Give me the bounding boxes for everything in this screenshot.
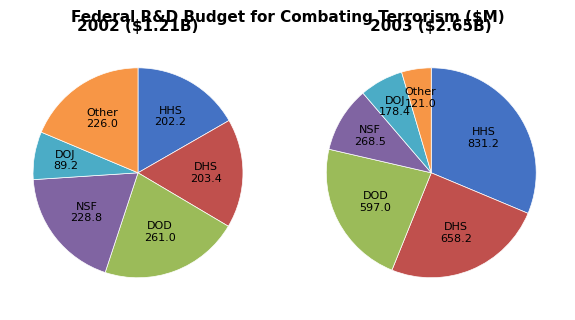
Text: Other
226.0: Other 226.0 bbox=[86, 108, 118, 129]
Wedge shape bbox=[326, 149, 431, 270]
Text: NSF
228.8: NSF 228.8 bbox=[71, 202, 102, 223]
Wedge shape bbox=[33, 132, 138, 180]
Text: DHS
203.4: DHS 203.4 bbox=[190, 163, 222, 184]
Text: Other
121.0: Other 121.0 bbox=[405, 87, 436, 109]
Title: 2002 ($1.21B): 2002 ($1.21B) bbox=[77, 19, 199, 34]
Text: DHS
658.2: DHS 658.2 bbox=[440, 222, 472, 244]
Wedge shape bbox=[138, 121, 243, 226]
Wedge shape bbox=[41, 68, 138, 173]
Text: NSF
268.5: NSF 268.5 bbox=[354, 125, 386, 147]
Text: Federal R&D Budget for Combating Terrorism ($M): Federal R&D Budget for Combating Terrori… bbox=[71, 10, 504, 25]
Wedge shape bbox=[401, 68, 431, 173]
Text: HHS
831.2: HHS 831.2 bbox=[467, 127, 500, 149]
Wedge shape bbox=[33, 173, 138, 273]
Wedge shape bbox=[392, 173, 528, 278]
Wedge shape bbox=[138, 68, 229, 173]
Wedge shape bbox=[105, 173, 228, 278]
Text: DOD
597.0: DOD 597.0 bbox=[359, 191, 392, 213]
Wedge shape bbox=[363, 72, 431, 173]
Text: DOJ
178.4: DOJ 178.4 bbox=[379, 96, 411, 117]
Title: 2003 ($2.65B): 2003 ($2.65B) bbox=[370, 19, 492, 34]
Text: DOD
261.0: DOD 261.0 bbox=[144, 221, 176, 243]
Wedge shape bbox=[431, 68, 536, 213]
Text: HHS
202.2: HHS 202.2 bbox=[155, 106, 187, 127]
Wedge shape bbox=[329, 93, 431, 173]
Text: DOJ
89.2: DOJ 89.2 bbox=[53, 150, 78, 172]
